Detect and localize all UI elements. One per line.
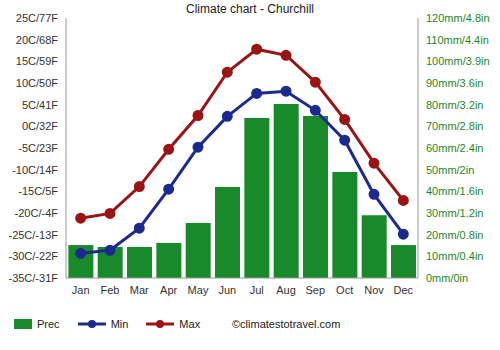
svg-text:20mm/0.8in: 20mm/0.8in	[426, 229, 483, 241]
html-text:Min: Min	[110, 318, 129, 330]
svg-text:Jun: Jun	[218, 284, 236, 296]
svg-text:25C/77F: 25C/77F	[16, 12, 58, 24]
html-text:©climatestotravel.com: ©climatestotravel.com	[232, 318, 341, 330]
svg-text:90mm/3.6in: 90mm/3.6in	[426, 77, 483, 89]
svg-text:40mm/1.6in: 40mm/1.6in	[426, 185, 483, 197]
svg-text:10C/50F: 10C/50F	[16, 77, 58, 89]
svg-text:-25C/-13F: -25C/-13F	[8, 229, 58, 241]
svg-text:-10C/14F: -10C/14F	[12, 164, 58, 176]
svg-text:Aug: Aug	[276, 284, 296, 296]
html-text:Max: Max	[179, 318, 201, 330]
svg-text:20C/68F: 20C/68F	[16, 34, 58, 46]
svg-text:30mm/1.2in: 30mm/1.2in	[426, 207, 483, 219]
html-text:Climate chart - Churchill: Climate chart - Churchill	[186, 2, 314, 16]
svg-text:0mm/0in: 0mm/0in	[426, 272, 468, 284]
svg-text:80mm/3.2in: 80mm/3.2in	[426, 99, 483, 111]
svg-text:120mm/4.8in: 120mm/4.8in	[426, 12, 490, 24]
svg-text:-15C/5F: -15C/5F	[18, 185, 58, 197]
svg-text:15C/59F: 15C/59F	[16, 55, 58, 67]
svg-text:Sep: Sep	[306, 284, 326, 296]
svg-text:-30C/-22F: -30C/-22F	[8, 250, 58, 262]
svg-text:100mm/3.9in: 100mm/3.9in	[426, 55, 490, 67]
svg-text:-35C/-31F: -35C/-31F	[8, 272, 58, 284]
svg-text:110mm/4.4in: 110mm/4.4in	[426, 34, 489, 46]
svg-text:Apr: Apr	[160, 284, 177, 296]
html-text:Prec: Prec	[37, 318, 60, 330]
svg-text:60mm/2.4in: 60mm/2.4in	[426, 142, 483, 154]
svg-text:May: May	[188, 284, 209, 296]
svg-text:Oct: Oct	[336, 284, 353, 296]
svg-text:5C/41F: 5C/41F	[22, 99, 58, 111]
svg-text:Nov: Nov	[364, 284, 384, 296]
svg-text:0C/32F: 0C/32F	[22, 120, 58, 132]
svg-text:Jul: Jul	[250, 284, 264, 296]
svg-text:Feb: Feb	[101, 284, 120, 296]
svg-text:-20C/-4F: -20C/-4F	[15, 207, 59, 219]
svg-text:50mm/2in: 50mm/2in	[426, 164, 474, 176]
svg-text:Dec: Dec	[394, 284, 414, 296]
svg-text:Jan: Jan	[72, 284, 90, 296]
svg-text:70mm/2.8in: 70mm/2.8in	[426, 120, 483, 132]
svg-text:Mar: Mar	[130, 284, 149, 296]
svg-text:-5C/23F: -5C/23F	[18, 142, 58, 154]
svg-text:10mm/0.4in: 10mm/0.4in	[426, 250, 483, 262]
